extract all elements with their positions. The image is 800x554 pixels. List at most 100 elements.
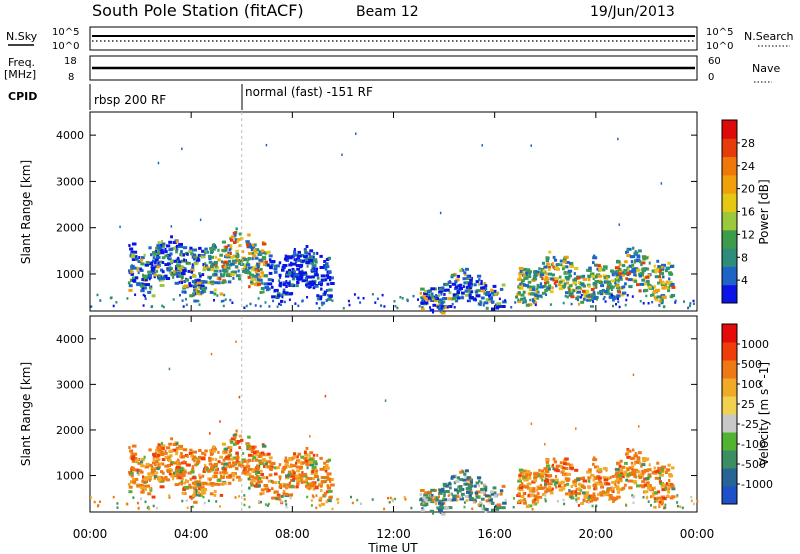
x-axis-ticks: 00:00 04:00 08:00 12:00 16:00 20:00 00:00 [73,112,714,541]
echo-cell [643,490,649,494]
echo-cell [176,473,181,477]
echo-cell [634,452,637,455]
echo-cell [471,507,474,510]
echo-cell [159,485,165,489]
echo-cell [186,506,189,510]
echo-cell [494,303,498,307]
echo-cell [290,474,293,478]
echo-cell [626,254,631,257]
echo-cell [527,476,532,480]
echo-cell [567,269,573,273]
echo-cell [214,264,218,268]
echo-cell [139,282,144,286]
echo-cell [315,469,319,473]
echo-cell [491,501,495,505]
echo-cell [442,306,445,310]
echo-cell [490,492,495,496]
echo-cell [662,506,666,510]
echo-cell [348,303,351,307]
echo-cell [140,289,145,293]
echo-cell [182,269,187,273]
echo-cell [264,462,268,466]
echo-cell [144,263,149,267]
echo-cell [256,263,259,267]
echo-cell [268,460,272,464]
echo-cell [353,293,356,296]
colorbar-segment [722,378,737,397]
echo-cell [605,492,610,496]
echo-cell [420,302,423,305]
echo-cell [155,506,158,510]
echo-cell [235,475,241,479]
echo-cell [274,264,277,268]
echo-cell [188,485,193,489]
echo-cell [603,482,606,486]
power-colorbar-label: Power [dB] [757,179,771,244]
echo-cell [196,278,201,282]
echo-cell [208,459,212,462]
echo-cell [646,279,650,283]
echo-cell [553,460,558,464]
echo-cell [308,259,314,263]
echo-cell [485,508,489,511]
echo-cell [394,304,397,308]
echo-cell [540,474,545,478]
echo-cell [199,274,202,278]
echo-cell [213,288,217,292]
echo-cell [128,288,133,292]
echo-cell [533,277,538,281]
echo-cell [170,449,174,453]
echo-cell [520,495,525,498]
echo-cell [277,495,281,499]
echo-cell [172,443,177,446]
echo-cell [319,467,325,471]
echo-cell [226,475,231,479]
echo-cell [643,276,648,280]
echo-cell [428,293,431,296]
echo-cell [545,478,550,482]
echo-cell [147,270,152,274]
echo-cell [468,296,473,299]
echo-cell [429,306,431,309]
echo-cell [180,250,183,254]
echo-cell [548,250,552,254]
echo-cell [252,467,256,471]
echo-cell [128,446,131,449]
echo-cell [615,471,620,475]
echo-cell [683,300,685,303]
echo-cell [391,499,394,503]
echo-cell [618,469,622,473]
echo-cell [230,273,235,276]
echo-cell [572,281,577,285]
echo-cell [590,496,594,500]
echo-cell [547,268,551,272]
echo-cell [161,261,165,264]
echo-cell [626,450,629,454]
echo-cell [220,476,225,479]
echo-cell [285,505,288,509]
echo-cell [608,498,611,501]
echo-cell [562,498,565,502]
echo-cell [132,279,137,283]
echo-cell [264,487,269,491]
echo-cell [320,476,326,479]
echo-cell [151,495,156,499]
echo-cell [468,494,472,498]
echo-cell [181,267,187,271]
echo-cell [438,499,443,503]
echo-cell [207,469,211,473]
echo-cell [399,296,402,299]
echo-cell [531,508,534,511]
echo-cell [166,253,172,257]
echo-cell [639,260,642,264]
echo-cell [544,490,548,494]
echo-cell [191,280,195,284]
echo-cell [553,281,557,285]
echo-cell [179,469,184,473]
echo-cell [531,298,534,302]
echo-cell [421,297,424,300]
echo-cell [520,482,524,486]
echo-cell [178,260,182,264]
echo-cell [607,286,611,290]
echo-cell [152,458,156,461]
